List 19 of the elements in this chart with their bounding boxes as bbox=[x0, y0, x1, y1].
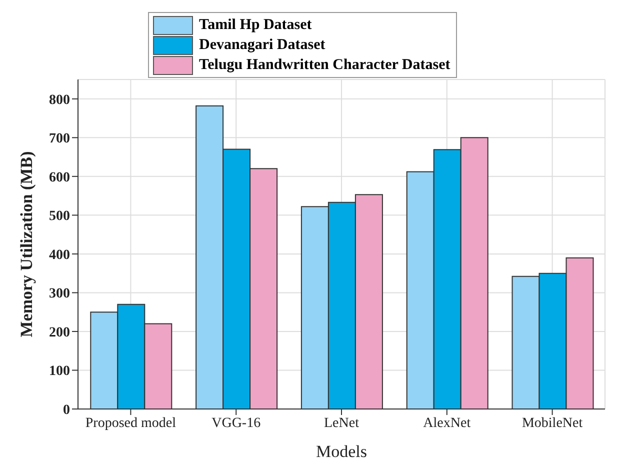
y-tick-label: 200 bbox=[49, 325, 70, 340]
y-tick-label: 0 bbox=[63, 402, 70, 418]
legend-label: Tamil Hp Dataset bbox=[199, 16, 312, 34]
y-tick-label: 100 bbox=[49, 364, 70, 380]
x-axis-title: Models bbox=[316, 442, 367, 462]
y-tick-label: 800 bbox=[49, 92, 70, 108]
y-axis-title: Memory Utilization (MB) bbox=[17, 151, 36, 338]
x-tick-label: AlexNet bbox=[423, 416, 471, 431]
legend-label: Devanagari Dataset bbox=[199, 36, 326, 54]
x-tick-label: LeNet bbox=[324, 416, 360, 431]
y-tick-label: 700 bbox=[49, 132, 70, 147]
legend-label: Telugu Handwritten Character Dataset bbox=[199, 56, 450, 74]
y-tick-label: 600 bbox=[49, 170, 70, 186]
x-tick-label: MobileNet bbox=[522, 416, 583, 431]
y-tick-label: 500 bbox=[49, 209, 70, 224]
x-tick-label: Proposed model bbox=[85, 416, 176, 431]
y-tick-label: 400 bbox=[49, 248, 70, 263]
y-tick-label: 300 bbox=[49, 286, 70, 302]
x-tick-label: VGG-16 bbox=[212, 416, 261, 431]
